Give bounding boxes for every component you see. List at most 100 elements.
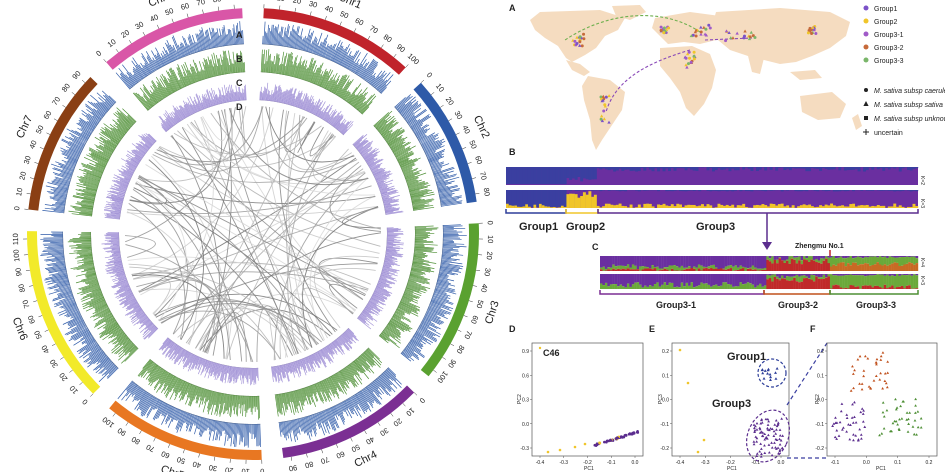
pca-point <box>912 432 916 436</box>
k4-bar-red <box>851 262 855 271</box>
k3-bar-yellow <box>907 206 910 208</box>
pca-point <box>862 369 866 372</box>
link-arc <box>279 268 376 360</box>
k4-bar-purple <box>624 256 628 267</box>
pca-point <box>882 415 886 418</box>
k4-bar-purple <box>680 256 684 266</box>
k4-bar-green <box>714 267 718 269</box>
pca-point <box>769 427 772 430</box>
k3-bar-yellow <box>585 194 589 208</box>
k3-bar-blue <box>560 190 564 208</box>
k3c-bar-purple <box>817 274 821 278</box>
tick-label: 40 <box>27 139 38 150</box>
map-point <box>724 29 729 33</box>
k3c-bar-green <box>729 284 733 289</box>
k3c-bar-green <box>624 287 628 289</box>
k2-label: K=2 <box>919 176 925 185</box>
k4-bar-purple <box>900 256 904 258</box>
k3c-bar-purple <box>825 274 828 278</box>
k3c-bar-purple <box>722 274 725 283</box>
k3-bar-blue <box>797 190 801 192</box>
link-arc <box>138 175 318 346</box>
k2-bar <box>593 167 597 180</box>
pca-point <box>899 404 903 408</box>
tick-label: 100 <box>101 415 116 430</box>
k4-bar-green <box>859 257 862 265</box>
k3c-bar-green <box>658 286 662 289</box>
k4-bar-purple <box>761 256 765 269</box>
k4-bar-green <box>675 266 679 271</box>
k4-bar-green <box>908 256 911 263</box>
k3c-bar-green <box>900 274 904 286</box>
k4-bar-green <box>680 265 684 271</box>
pca-point <box>766 371 770 375</box>
k4-bar-purple <box>805 256 809 259</box>
k3-bar-yellow <box>599 207 603 208</box>
k4-bar-purple <box>607 256 610 268</box>
k3c-bar-purple <box>798 274 801 277</box>
map-point <box>699 32 703 36</box>
track-b-histogram <box>378 225 439 349</box>
pca-point <box>894 407 898 411</box>
x-tick-label: -0.1 <box>607 460 616 466</box>
tick-label: 40 <box>148 12 159 24</box>
k3c-bar-purple <box>815 274 818 277</box>
k3c-bar-purple <box>624 274 628 288</box>
k4-bar-red <box>859 264 862 271</box>
link-arc <box>273 172 366 361</box>
k2-bar <box>717 167 721 169</box>
legend-group-label: Group3-3 <box>874 58 904 65</box>
k4-bar-green <box>785 259 789 261</box>
k4-bar-green <box>695 267 699 271</box>
tick-mark <box>377 422 381 426</box>
k4-bar-green <box>600 267 603 270</box>
zhengmu-annotation: Zhengmu No.1 <box>795 243 844 250</box>
k4-bar-red <box>798 260 801 271</box>
k4-bar-green <box>812 259 816 261</box>
k4-bar-purple <box>785 256 789 260</box>
k3-bar-blue <box>896 190 899 192</box>
k4-bar-green <box>746 268 750 269</box>
k4-bar-green <box>783 260 787 263</box>
k3c-bar-purple <box>847 274 850 276</box>
k4-bar-green <box>661 268 664 270</box>
legend-shape-plus <box>863 129 869 135</box>
k4-bar-green <box>658 268 662 271</box>
k3c-bar-green <box>702 283 706 289</box>
k4-bar-green <box>825 256 828 259</box>
pca-point <box>854 434 858 437</box>
k3-bar-blue <box>805 190 809 192</box>
k3c-bar-purple <box>712 274 716 286</box>
k2-bar <box>720 167 724 170</box>
k3c-bar-green <box>805 276 809 278</box>
track-c-histogram <box>158 84 247 133</box>
k4-bar-red <box>807 261 811 271</box>
pca-point <box>885 408 889 412</box>
pca-point <box>897 427 901 431</box>
y-tick-label: -0.1 <box>660 422 669 428</box>
k3-bar-yellow <box>624 206 628 208</box>
k3c-bar-green <box>600 283 603 289</box>
k3c-bar-purple <box>695 274 699 287</box>
k3-bar-yellow <box>522 206 526 208</box>
link-arc <box>159 135 336 168</box>
k3c-bar-green <box>739 282 743 289</box>
k3c-bar-purple <box>666 274 669 286</box>
pca-point <box>759 455 763 458</box>
k4-bar-purple <box>705 256 708 268</box>
k3c-bar-green <box>913 274 916 289</box>
k4-bar-red <box>876 262 880 271</box>
k3-bar-yellow <box>890 206 894 208</box>
pca-point <box>853 415 856 419</box>
k4-bar-red <box>727 268 730 271</box>
pca-point <box>753 430 757 433</box>
k3-bar-blue <box>706 190 710 191</box>
tick-mark <box>156 24 160 29</box>
k2-bar <box>610 167 614 170</box>
k3c-bar-green <box>695 286 699 289</box>
k3c-bar-red <box>905 285 909 289</box>
x-tick-label: -0.3 <box>701 460 710 466</box>
k3c-bar-green <box>700 282 703 289</box>
pca-point <box>558 448 562 452</box>
k3c-bar-green <box>866 275 870 286</box>
